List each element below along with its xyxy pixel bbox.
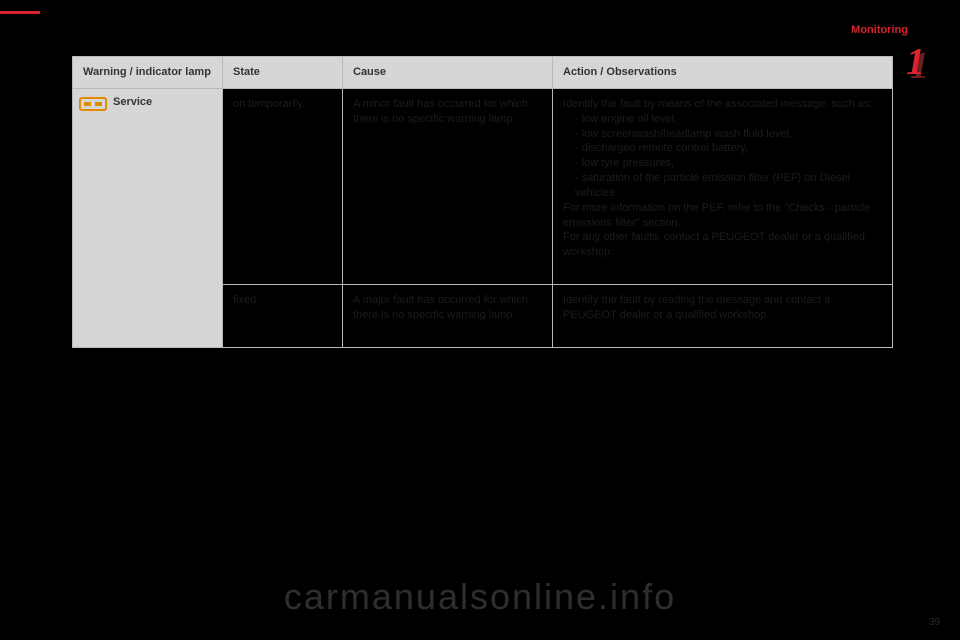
warning-table-container: Warning / indicator lamp State Cause Act… <box>72 56 892 348</box>
action-post-2: For any other faults, contact a PEUGEOT … <box>563 230 882 260</box>
list-item: saturation of the particle emission filt… <box>575 171 882 201</box>
lamp-row: Service <box>79 95 216 111</box>
col-header-state: State <box>223 57 343 89</box>
cell-state: on temporarily. <box>223 88 343 284</box>
cell-cause: A major fault has occurred for which the… <box>343 285 553 348</box>
action-list: low engine oil level, low screenwash/hea… <box>563 112 882 201</box>
cell-action: Identify the fault by reading the messag… <box>553 285 893 348</box>
cell-action: Identify the fault by means of the assoc… <box>553 88 893 284</box>
action-post-1: For more information on the PEF, refer t… <box>563 201 882 231</box>
list-item: low screenwash/headlamp wash fluid level… <box>575 127 882 142</box>
list-item: discharged remote control battery, <box>575 141 882 156</box>
page-number: 39 <box>929 617 940 628</box>
cell-state: fixed. <box>223 285 343 348</box>
col-header-action: Action / Observations <box>553 57 893 89</box>
col-header-cause: Cause <box>343 57 553 89</box>
table-row: Service on temporarily. A minor fault ha… <box>73 88 893 284</box>
lamp-label: Service <box>113 95 152 110</box>
cell-lamp: Service <box>73 88 223 347</box>
list-item: low engine oil level, <box>575 112 882 127</box>
list-item: low tyre pressures, <box>575 156 882 171</box>
accent-bar <box>0 11 40 14</box>
action-intro: Identify the fault by means of the assoc… <box>563 97 882 112</box>
watermark: carmanualsonline.info <box>0 576 960 618</box>
service-icon <box>79 97 107 111</box>
section-label: Monitoring <box>851 24 908 36</box>
col-header-lamp: Warning / indicator lamp <box>73 57 223 89</box>
chapter-badge: 1 1 <box>906 40 940 88</box>
warning-table: Warning / indicator lamp State Cause Act… <box>72 56 893 348</box>
chapter-number: 1 <box>906 40 925 84</box>
table-header-row: Warning / indicator lamp State Cause Act… <box>73 57 893 89</box>
cell-cause: A minor fault has occurred for which the… <box>343 88 553 284</box>
